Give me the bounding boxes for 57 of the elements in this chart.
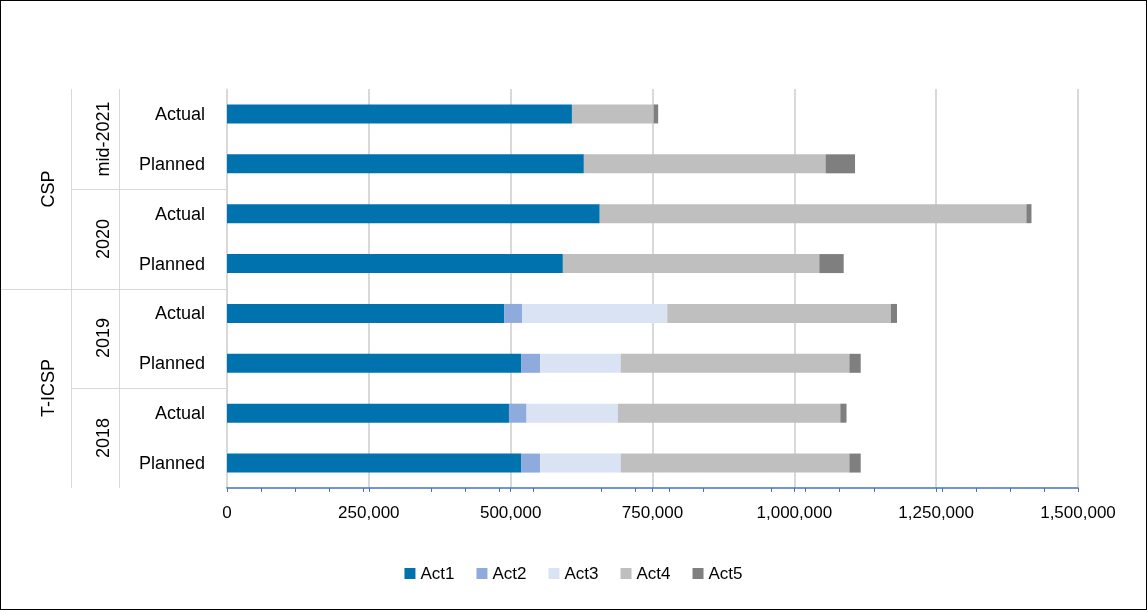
y-tick-label: Planned (138, 253, 205, 274)
text: CSP (37, 170, 59, 208)
bar (227, 204, 600, 224)
text: 2020 (92, 218, 114, 259)
text: 2018 (92, 418, 114, 459)
bar (583, 154, 826, 174)
bar (526, 403, 618, 423)
bar (227, 353, 522, 373)
y-tick-label: Planned (138, 153, 205, 174)
bar (227, 453, 522, 473)
legend-label: Act4 (636, 564, 671, 583)
bar (504, 303, 523, 323)
bar (840, 403, 847, 423)
bar (890, 303, 898, 323)
legend-label: Act5 (708, 564, 743, 583)
text: mid-2021 (92, 101, 114, 177)
bar (522, 303, 668, 323)
bar (825, 154, 856, 174)
bar (521, 353, 541, 373)
bar (849, 353, 861, 373)
bar (617, 403, 841, 423)
bar (849, 453, 861, 473)
bar (227, 403, 509, 423)
bar (227, 154, 584, 174)
bar (620, 353, 850, 373)
bar (540, 453, 621, 473)
x-tick-label: 750,000 (621, 503, 684, 522)
y-tick-label: Planned (138, 453, 205, 474)
text: 2019 (92, 318, 114, 359)
bar (508, 403, 527, 423)
x-tick-label: 500,000 (479, 503, 542, 522)
bar (571, 104, 654, 124)
y-tick-label: Actual (154, 403, 205, 424)
bar (227, 303, 505, 323)
bar (1026, 204, 1032, 224)
bar (819, 254, 844, 274)
bar (227, 254, 563, 274)
y-tick-label: Actual (154, 103, 205, 124)
x-tick-label: 1,000,000 (756, 503, 833, 522)
bar (227, 104, 572, 124)
x-tick-label: 250,000 (338, 503, 400, 522)
bar (620, 453, 850, 473)
x-tick-label: 0 (222, 503, 232, 522)
legend-label: Act3 (564, 564, 599, 583)
bar (562, 254, 820, 274)
y-tick-label: Planned (138, 353, 205, 374)
legend-label: Act2 (492, 564, 527, 583)
x-tick-label: 1,250,000 (898, 503, 974, 522)
bar (599, 204, 1027, 224)
bar (667, 303, 891, 323)
y-tick-label: Actual (154, 203, 205, 224)
legend-label: Act1 (420, 564, 455, 583)
text: T-ICSP (37, 359, 59, 418)
bar (540, 353, 621, 373)
y-tick-label: Actual (154, 303, 205, 324)
x-tick-label: 1,500,000 (1040, 503, 1116, 522)
bar (521, 453, 541, 473)
